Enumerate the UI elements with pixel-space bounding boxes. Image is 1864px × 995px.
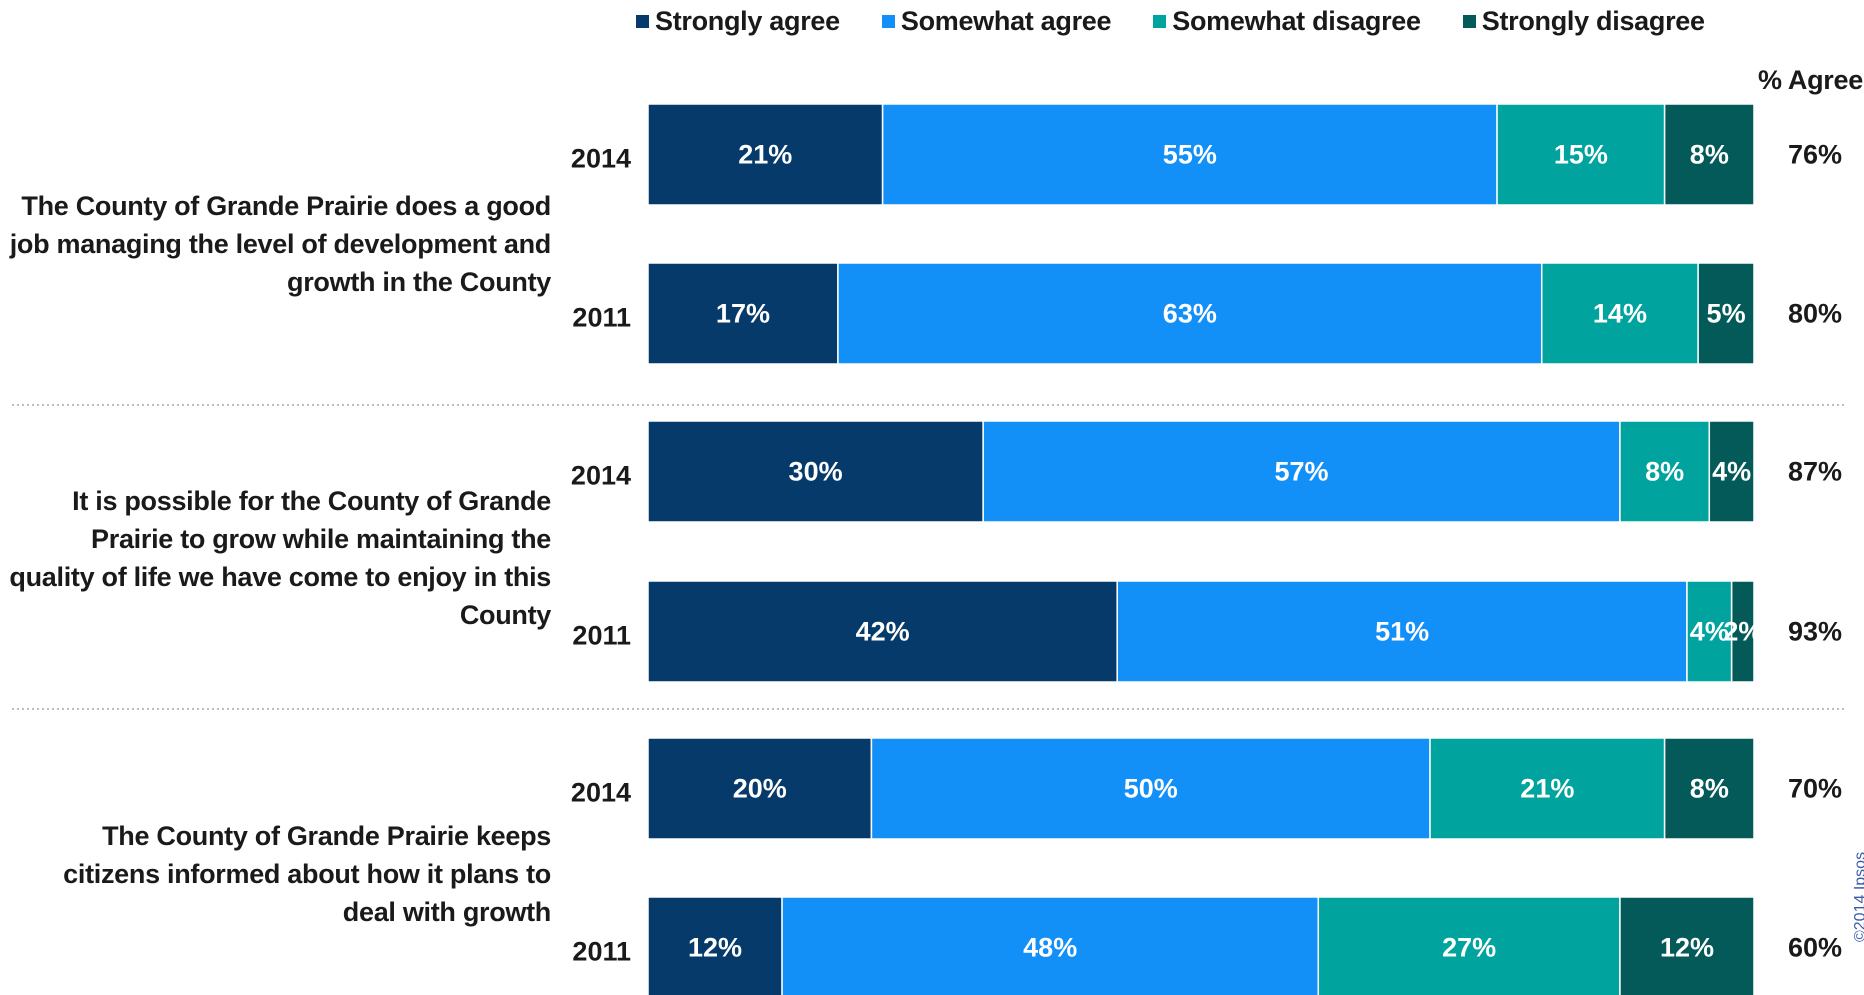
data-label-3-2014-2: 50%	[1124, 774, 1178, 804]
data-label-1-2014-1: 21%	[738, 140, 792, 170]
year-label-1-2014: 2014	[571, 144, 631, 174]
bar-segment-1-2011-1	[647, 262, 839, 365]
agree-value-2-2014: 87%	[1788, 457, 1842, 487]
data-label-3-2014-4: 8%	[1690, 774, 1729, 804]
data-label-3-2011-2: 48%	[1023, 933, 1077, 963]
bar-segment-2-2011-1	[647, 580, 1118, 683]
data-label-2-2014-4: 4%	[1712, 457, 1751, 487]
legend-item-strongly-agree: Strongly agree	[636, 6, 840, 37]
year-label-3-2011: 2011	[572, 937, 631, 967]
bar-segment-3-2011-3	[1317, 896, 1621, 995]
bar-segment-1-2014-4	[1663, 103, 1755, 206]
agree-value-2-2011: 93%	[1788, 617, 1842, 647]
bar-segment-3-2011-1	[647, 896, 783, 995]
bar-segment-3-2014-4	[1663, 737, 1755, 840]
data-label-2-2014-3: 8%	[1645, 457, 1684, 487]
data-label-1-2011-2: 63%	[1163, 299, 1217, 329]
bar-segment-2-2011-2	[1116, 580, 1688, 683]
data-label-1-2011-3: 14%	[1593, 299, 1647, 329]
year-label-3-2014: 2014	[571, 778, 631, 808]
bar-segment-3-2011-4	[1619, 896, 1755, 995]
agree-column-header: % Agree	[1758, 65, 1863, 95]
bar-segment-2-2011-3	[1686, 580, 1733, 683]
bar-segment-1-2014-1	[647, 103, 884, 206]
legend-label: Strongly agree	[655, 6, 840, 36]
legend-item-somewhat-agree: Somewhat agree	[881, 6, 1112, 37]
bar-segment-3-2011-2	[781, 896, 1320, 995]
data-label-1-2014-3: 15%	[1554, 140, 1608, 170]
data-label-2-2014-1: 30%	[789, 457, 843, 487]
data-label-2-2011-3: 4%	[1690, 617, 1729, 647]
bar-segment-2-2014-1	[647, 420, 984, 523]
question-label-2: It is possible for the County of Grande …	[9, 486, 551, 630]
agree-value-1-2011: 80%	[1788, 299, 1842, 329]
question-label-3: The County of Grande Prairie keeps citiz…	[63, 821, 551, 927]
data-label-1-2011-1: 17%	[716, 299, 770, 329]
data-label-2-2011-4: 2%	[1723, 617, 1762, 647]
bar-segment-1-2014-3	[1496, 103, 1666, 206]
legend-item-somewhat-disagree: Somewhat disagree	[1153, 6, 1421, 37]
agree-value-3-2011: 60%	[1788, 933, 1842, 963]
data-label-1-2014-2: 55%	[1163, 140, 1217, 170]
legend-swatch-somewhat-agree	[881, 15, 895, 28]
copyright-notice: ©2014 Ipsos	[1852, 851, 1864, 942]
legend-swatch-somewhat-disagree	[1153, 15, 1167, 28]
bar-segment-3-2014-3	[1429, 737, 1666, 840]
bar-segment-2-2014-4	[1708, 420, 1755, 523]
year-label-2-2011: 2011	[572, 621, 631, 651]
legend-label: Somewhat disagree	[1172, 6, 1421, 36]
legend-label: Strongly disagree	[1481, 6, 1705, 36]
bar-segment-1-2011-3	[1540, 262, 1699, 365]
data-label-3-2011-1: 12%	[688, 933, 742, 963]
legend-swatch-strongly-disagree	[1462, 15, 1476, 28]
data-label-2-2011-2: 51%	[1375, 617, 1429, 647]
chart-legend: Strongly agree Somewhat agree Somewhat d…	[636, 6, 1705, 37]
bar-segment-3-2014-2	[870, 737, 1431, 840]
bar-segment-1-2011-2	[837, 262, 1543, 365]
data-label-3-2011-3: 27%	[1442, 933, 1496, 963]
legend-item-strongly-disagree: Strongly disagree	[1462, 6, 1705, 37]
bar-segment-1-2011-4	[1697, 262, 1755, 365]
data-label-1-2011-4: 5%	[1707, 299, 1746, 329]
data-label-2-2011-1: 42%	[856, 617, 910, 647]
year-label-1-2011: 2011	[572, 303, 631, 333]
data-label-1-2014-4: 8%	[1690, 140, 1729, 170]
data-label-3-2011-4: 12%	[1660, 933, 1714, 963]
question-label-1: The County of Grande Prairie does a good…	[9, 191, 552, 297]
year-label-2-2014: 2014	[571, 461, 631, 491]
legend-label: Somewhat agree	[900, 6, 1112, 36]
data-label-2-2014-2: 57%	[1275, 457, 1329, 487]
bar-segment-2-2011-4	[1730, 580, 1755, 683]
agree-value-1-2014: 76%	[1788, 140, 1842, 170]
data-label-3-2014-1: 20%	[733, 774, 787, 804]
data-label-3-2014-3: 21%	[1520, 774, 1574, 804]
agree-value-3-2014: 70%	[1788, 774, 1842, 804]
legend-swatch-strongly-agree	[636, 15, 649, 28]
bar-segment-2-2014-3	[1619, 420, 1711, 523]
